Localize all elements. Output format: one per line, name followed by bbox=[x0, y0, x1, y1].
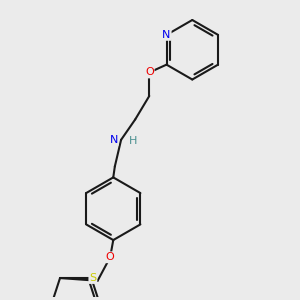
Text: H: H bbox=[129, 136, 137, 146]
Text: O: O bbox=[106, 252, 115, 262]
Text: S: S bbox=[89, 273, 97, 283]
Text: N: N bbox=[110, 135, 118, 145]
Text: N: N bbox=[162, 30, 171, 40]
Text: O: O bbox=[145, 68, 154, 77]
